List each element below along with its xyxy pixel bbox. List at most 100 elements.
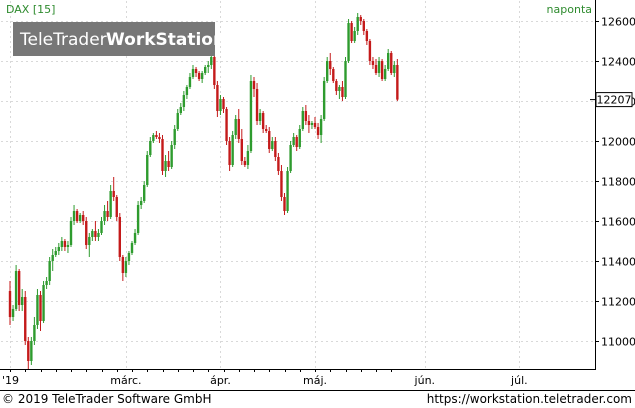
candle — [322, 77, 326, 121]
candle-body — [301, 111, 304, 129]
candle-body — [295, 137, 298, 147]
candle-body — [51, 255, 54, 261]
candle — [106, 201, 109, 221]
candle-body — [365, 31, 369, 41]
x-tick-label: máj. — [303, 374, 327, 387]
candle — [216, 81, 219, 117]
candle-body — [63, 241, 67, 247]
y-tick-label: 11400 — [601, 256, 635, 269]
candle-body — [277, 157, 280, 171]
candle-body — [21, 297, 24, 305]
candle — [365, 29, 369, 45]
candle-body — [170, 145, 173, 167]
candle-body — [118, 217, 121, 257]
candle-body — [78, 215, 82, 221]
candle-body — [17, 271, 21, 305]
candle-body — [60, 241, 64, 247]
candle — [30, 337, 33, 365]
candle-body — [152, 135, 155, 141]
candle-body — [139, 201, 143, 205]
candle — [14, 265, 18, 311]
candle-body — [94, 231, 97, 237]
candle-body — [121, 257, 125, 273]
candle-body — [261, 113, 265, 129]
candle-body — [258, 113, 262, 121]
candle — [301, 107, 304, 131]
candle — [127, 251, 131, 265]
candle — [261, 111, 265, 133]
candle — [185, 85, 189, 99]
symbol-label: DAX [15] — [6, 3, 55, 16]
candle — [17, 269, 21, 311]
y-tick-label: 11800 — [601, 176, 635, 189]
candle — [219, 95, 222, 115]
candle — [179, 103, 182, 115]
x-tick-label: ápr. — [210, 374, 231, 387]
candle-body — [54, 251, 57, 255]
candle-body — [100, 221, 103, 233]
candle-body — [243, 161, 247, 165]
candle-body — [240, 139, 243, 161]
candle-body — [350, 23, 353, 41]
candle — [240, 129, 243, 165]
candle — [292, 133, 295, 147]
candle-body — [234, 119, 237, 135]
candle-body — [377, 61, 381, 73]
candle-body — [316, 127, 320, 135]
candle — [97, 229, 100, 241]
candle — [396, 59, 399, 101]
candle-body — [158, 137, 161, 139]
candle-body — [197, 73, 201, 79]
candle-body — [374, 65, 378, 73]
candle-body — [57, 247, 60, 251]
candle — [252, 77, 256, 97]
candle-body — [164, 161, 167, 171]
candle — [54, 247, 57, 257]
footer-url[interactable]: https://workstation.teletrader.com — [427, 392, 632, 406]
candle — [194, 67, 198, 77]
candle — [277, 153, 280, 175]
candle — [350, 21, 353, 43]
x-axis: '19 márc. ápr. máj. jún. júl. — [0, 369, 596, 387]
candle-body — [88, 237, 91, 245]
candle — [377, 57, 381, 77]
candle-body — [210, 57, 213, 65]
period-label: naponta — [547, 3, 592, 16]
candle-body — [283, 197, 286, 211]
candle — [283, 193, 286, 215]
candle-body — [149, 141, 152, 155]
candle — [280, 165, 283, 201]
candle — [139, 197, 143, 209]
candle — [33, 317, 36, 345]
candle — [210, 55, 213, 69]
candle — [118, 213, 121, 261]
candle-body — [380, 61, 384, 79]
y-tick-label: 11000 — [601, 336, 635, 349]
current-value-label: 12207 — [597, 94, 632, 107]
candle — [200, 71, 204, 83]
candle — [307, 115, 311, 133]
candle-body — [115, 197, 118, 217]
candle — [204, 65, 207, 75]
candle-body — [103, 211, 106, 221]
candle-body — [313, 123, 317, 127]
candle — [115, 195, 118, 221]
candle-body — [368, 41, 372, 61]
candle-body — [280, 171, 283, 197]
candle — [237, 109, 240, 143]
candle-body — [216, 85, 219, 111]
copyright-text: © 2019 TeleTrader Software GmbH — [2, 392, 212, 406]
candle — [155, 131, 158, 139]
candle — [85, 217, 88, 249]
candle-body — [91, 231, 94, 237]
candle-body — [30, 341, 33, 361]
candle — [316, 123, 320, 139]
candle — [304, 105, 308, 125]
candle-body — [66, 245, 70, 247]
candle — [121, 255, 125, 281]
candle-body — [8, 291, 12, 317]
candle-body — [179, 107, 182, 113]
candle — [188, 73, 192, 89]
candle-body — [127, 253, 131, 261]
candle-body — [173, 129, 176, 145]
